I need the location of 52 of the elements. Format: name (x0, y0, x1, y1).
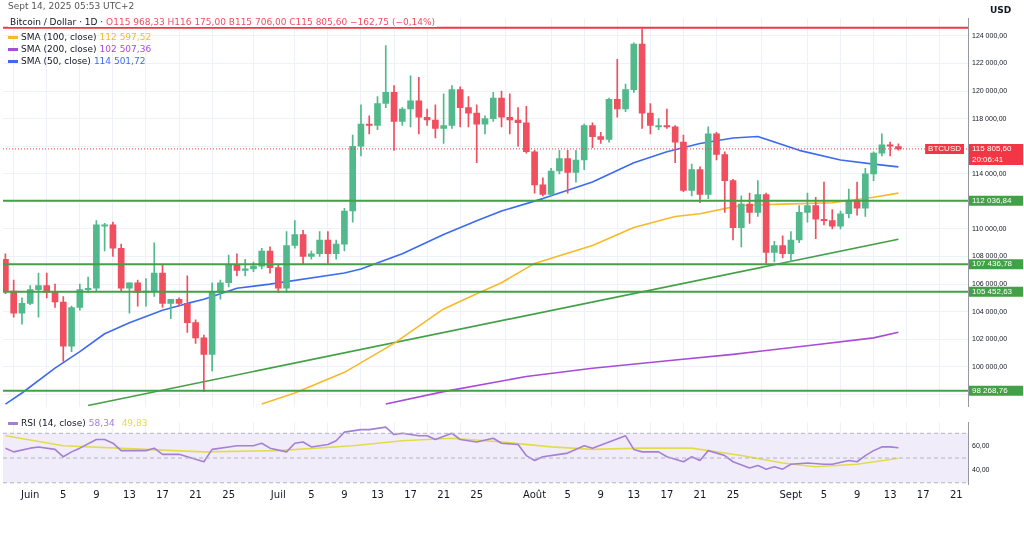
candlestick (613, 59, 621, 118)
annotation: 102 507,36 (99, 44, 152, 54)
text: 20:06:41 (972, 154, 1004, 164)
x-tick-label: 9 (597, 488, 604, 500)
ref-line-label: 98 268,76 (972, 385, 1009, 395)
x-tick-label: 13 (123, 488, 136, 500)
annotation: BTCUSD (928, 144, 962, 154)
x-tick-label: 21 (949, 488, 963, 500)
annotation: 58,34 (88, 418, 115, 428)
legend-label: SMA (100, close) (21, 32, 97, 42)
candlestick (473, 104, 481, 164)
x-tick-label: 13 (883, 488, 897, 500)
ref-line-label: 115 805,60 (972, 144, 1012, 154)
x-tick-label: 5 (564, 488, 571, 500)
legend-label: SMA (50, close) (21, 56, 91, 66)
ref-line-label: 105 452,63 (972, 286, 1013, 296)
y-axis-title: USD (990, 5, 1012, 15)
x-tick-label: 9 (93, 488, 100, 500)
candlestick (365, 115, 373, 135)
x-tick-label: Juin (20, 488, 40, 500)
x-tick-label: 9 (853, 488, 861, 500)
ref-line-label: 107 436,78 (972, 259, 1013, 269)
candlestick (241, 258, 249, 277)
text: Sept 14, 2025 05:53 UTC+2 (8, 1, 135, 11)
x-tick-label: Août (523, 488, 547, 500)
x-tick-label: 13 (371, 488, 384, 500)
legend-label: SMA (200, close) (21, 44, 97, 54)
chart-subtitle: O115 968,33 H116 175,00 B115 706,00 C115 805,60 −162,75 (−0,14%) (106, 17, 436, 27)
x-tick-label: 17 (404, 488, 417, 500)
x-tick-label: 5 (60, 488, 67, 500)
annotation: 49,83 (121, 418, 148, 428)
x-tick-label: Juil (269, 488, 286, 500)
x-tick-label: 21 (189, 488, 202, 500)
x-tick-label: 25 (222, 488, 236, 500)
x-tick-label: 21 (437, 488, 451, 500)
x-tick-label: 17 (916, 488, 930, 500)
ref-line-label: 112 036,84 (972, 196, 1012, 206)
annotation: 112 597,52 (99, 32, 152, 42)
x-tick-label: 17 (660, 488, 674, 500)
x-tick-label: 21 (693, 488, 707, 500)
x-tick-label: 5 (820, 488, 828, 500)
x-tick-label: 17 (156, 488, 169, 500)
x-tick-label: 13 (627, 488, 641, 500)
candlestick (167, 298, 175, 319)
x-tick-label: 25 (470, 488, 484, 500)
chart-title: Bitcoin / Dollar · 1D · (10, 17, 104, 27)
legend-label: RSI (14, close) (21, 418, 86, 428)
x-tick-label: 5 (308, 488, 315, 500)
annotation: 114 501,72 (93, 56, 146, 66)
x-tick-label: 25 (726, 488, 740, 500)
x-tick-label: 9 (341, 488, 348, 500)
x-tick-label: Sept (779, 488, 803, 500)
